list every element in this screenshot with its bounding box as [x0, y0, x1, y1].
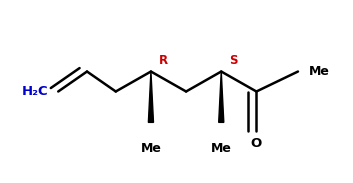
- Text: S: S: [229, 54, 238, 67]
- Text: O: O: [251, 137, 262, 150]
- Text: R: R: [159, 54, 168, 67]
- Text: Me: Me: [140, 142, 161, 155]
- Polygon shape: [148, 72, 154, 122]
- Text: Me: Me: [211, 142, 232, 155]
- Polygon shape: [219, 72, 224, 122]
- Text: Me: Me: [309, 65, 330, 78]
- Text: H₂C: H₂C: [22, 85, 49, 98]
